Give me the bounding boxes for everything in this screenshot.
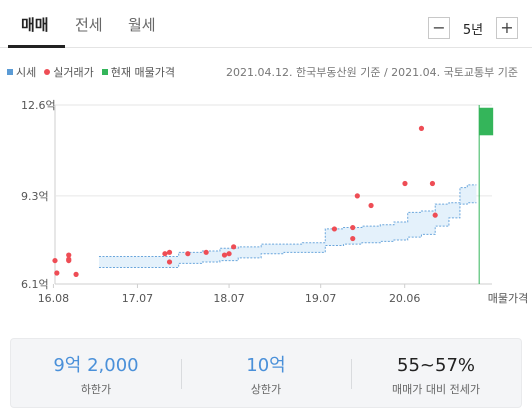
current-listing-bar [479,107,494,136]
period-value: 5년 [462,22,484,38]
legend-square-icon [101,69,108,75]
summary-upper-price: 10억 상한가 [181,339,351,407]
active-tab-indicator [8,45,65,48]
transaction-point [331,226,338,232]
transaction-point [162,251,168,257]
transaction-point [432,212,438,218]
y-tick-label: 9.3억 [21,190,49,203]
transaction-point [226,251,232,257]
transaction-point [185,251,191,257]
transaction-point [429,180,436,187]
period-stepper: − 5년 + [428,16,518,40]
summary-label: 상한가 [250,383,282,396]
price-chart: 6.1억 9.3억 12.6억 16.08 17.07 18.07 19.07 20.06 매… [21,99,528,305]
x-tick-label: 20.06 [389,292,421,305]
x-current-label: 매물가격 [488,292,528,305]
summary-label: 매매가 대비 전세가 [392,383,480,396]
transaction-point [166,249,173,255]
legend-dot-icon [44,69,51,75]
price-summary: 9억 2,000 하한가 10억 상한가 55~57% 매매가 대비 전세가 [10,338,522,408]
transaction-point [221,252,228,258]
transaction-point [66,257,72,264]
data-source-note: 2021.04.12. 한국부동산원 기준 / 2021.04. 국토교통부 기… [226,66,518,79]
transaction-point [231,244,237,250]
period-plus-button[interactable]: + [496,17,518,39]
legend-square-icon [7,69,13,75]
transaction-point [73,271,79,277]
transaction-point [54,270,60,276]
summary-lower-price: 9억 2,000 하한가 [11,339,181,407]
transaction-point [354,193,360,199]
period-minus-button[interactable]: − [428,17,450,39]
legend-item-market-price: 시세 [7,64,36,80]
transaction-point [350,224,356,231]
price-band-lower-line [98,202,477,268]
transaction-point [166,259,173,265]
transaction-point [402,180,408,187]
price-band-upper-line [98,184,477,257]
y-tick-label: 6.1억 [21,278,49,291]
transaction-point [52,257,58,264]
summary-label: 하한가 [80,383,112,396]
tab-jeonse[interactable]: 전세 [75,16,103,34]
transaction-point [203,249,209,255]
x-tick-label: 17.07 [122,292,154,305]
transaction-point [418,125,425,132]
transaction-point [350,235,356,242]
legend-label: 현재 매물가격 [110,66,175,79]
deal-type-tabs: 매매 전세 월세 [0,0,532,48]
legend-label: 시세 [16,66,37,79]
legend-label: 실거래가 [53,66,94,79]
summary-jeonse-ratio: 55~57% 매매가 대비 전세가 [351,339,521,407]
x-tick-label: 16.08 [38,292,70,305]
transaction-point [368,202,374,209]
summary-value: 9억 2,000 [53,355,139,376]
summary-value: 55~57% [397,355,475,376]
price-band-area [98,184,477,268]
tab-monthly-rent[interactable]: 월세 [128,16,156,34]
tab-sale[interactable]: 매매 [21,16,49,34]
summary-value: 10억 [246,355,286,376]
transaction-point [66,252,72,258]
x-tick-label: 19.07 [305,292,337,305]
y-tick-label: 12.6억 [21,99,56,112]
chart-legend: 시세 실거래가 현재 매물가격 [7,64,183,80]
legend-item-transactions: 실거래가 [44,64,94,80]
legend-item-current-listing: 현재 매물가격 [101,64,175,80]
x-tick-label: 18.07 [213,292,245,305]
